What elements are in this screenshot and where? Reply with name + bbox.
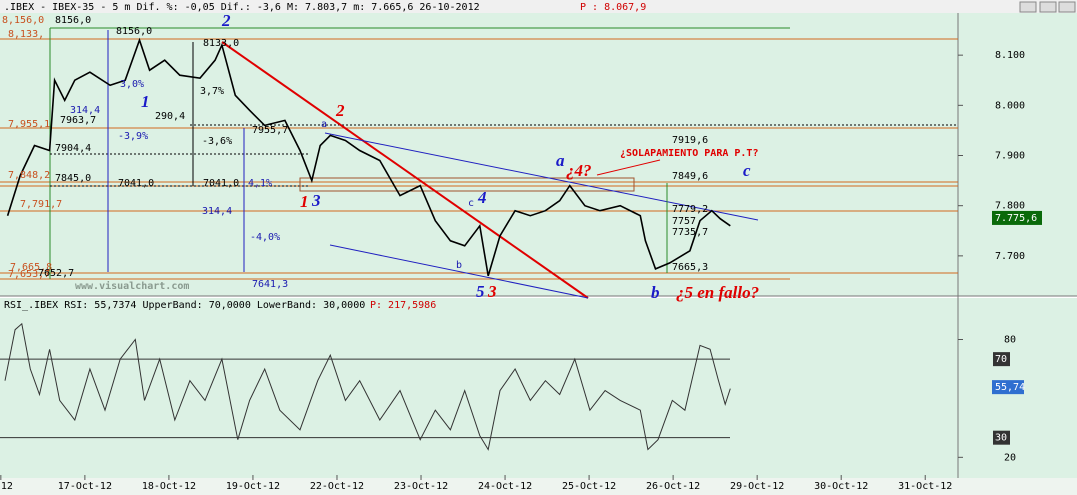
series-line (6, 37, 731, 277)
annotation: 3,7% (200, 86, 224, 97)
annotation: 1 (141, 92, 150, 111)
trend-line (221, 41, 589, 299)
channel-line (324, 132, 759, 221)
band-box (993, 352, 1010, 367)
x-tick-label: 23-Oct-12 (394, 481, 448, 492)
annotation: 7652,7 (38, 268, 74, 279)
annotation: ¿SOLAPAMIENTO PARA P.T? (620, 148, 758, 159)
annotation: ¿4? (566, 161, 592, 180)
title-bar (0, 0, 1077, 13)
x-tick-label: 25-Oct-12 (562, 481, 616, 492)
drawings (0, 27, 958, 299)
annotation: 7,653,7 (8, 269, 50, 280)
current-label: 55,74 (995, 382, 1025, 393)
annotation: 4,1% (248, 178, 272, 189)
x-tick-label: 19-Oct-12 (226, 481, 280, 492)
rsi-title: RSI_.IBEX RSI: 55,7374 UpperBand: 70,000… (4, 300, 365, 311)
annotation: 1 (300, 192, 309, 211)
annotation: www.visualchart.com (75, 280, 189, 292)
annotation: 7904,4 (55, 143, 91, 154)
x-axis-area (0, 478, 1077, 495)
annotation: 7,791,7 (20, 199, 62, 210)
annotation: 8,133, (8, 29, 44, 40)
annotation: 8,156,0 (2, 15, 44, 26)
annotation: a (556, 151, 565, 170)
x-tick-label: 18-Oct-12 (142, 481, 196, 492)
annotation: 7,848,2 (8, 170, 50, 181)
annotation: b (651, 283, 660, 302)
overlap-box (299, 177, 635, 192)
annotation: 4 (477, 188, 487, 207)
minimize-button[interactable] (1019, 1, 1037, 13)
x-tick-label: t-12 (0, 481, 13, 492)
y-tick-label: 7.900 (995, 151, 1025, 162)
last-price: P : 8.067,9 (580, 2, 646, 13)
annotation: -3,9% (118, 131, 148, 142)
y-tick-label: 8.100 (995, 50, 1025, 61)
annotation: 5 (476, 282, 485, 301)
maximize-button[interactable] (1039, 1, 1057, 13)
y-tick-label: 80 (1004, 334, 1016, 345)
window-buttons[interactable] (1019, 1, 1076, 13)
chart-title: .IBEX - IBEX-35 - 5 m Dif. %: -0,05 Dif.… (4, 2, 480, 13)
annotation: 7641,3 (252, 279, 288, 290)
annotation: 7955,7 (252, 125, 288, 136)
annotation: c (468, 198, 474, 209)
price-panel (0, 13, 1077, 296)
annotation: 7963,7 (60, 115, 96, 126)
x-tick-label: 26-Oct-12 (646, 481, 700, 492)
annotation: 2 (221, 11, 231, 30)
annotation: 8156,0 (116, 26, 152, 37)
annotation: -4,0% (250, 232, 280, 243)
annotation: 3,0% (120, 79, 144, 90)
annotation: 7845,0 (55, 173, 91, 184)
y-tick-label: 8.000 (995, 100, 1025, 111)
annotation: 3 (487, 282, 497, 301)
annotation: 7041,0 (203, 178, 239, 189)
annotation: 290,4 (155, 111, 185, 122)
current-box (992, 210, 1042, 225)
annotation: c (743, 161, 751, 180)
annotation: b (456, 260, 462, 271)
x-tick-label: 22-Oct-12 (310, 481, 364, 492)
annotation: 314,4 (70, 105, 100, 116)
current-label: 7.775,6 (995, 213, 1037, 224)
annotation: 7735,7 (672, 227, 708, 238)
band-label: 70 (995, 354, 1007, 365)
annotation: 7041,0 (118, 178, 154, 189)
pointer-line (596, 159, 661, 176)
annotation: 8156,0 (55, 15, 91, 26)
annotation: -3,6% (202, 136, 232, 147)
y-tick-label: 7.700 (995, 251, 1025, 262)
x-tick-label: 31-Oct-12 (898, 481, 952, 492)
x-tick-label: 30-Oct-12 (814, 481, 868, 492)
channel-line (329, 244, 589, 299)
band-label: 30 (995, 433, 1007, 444)
annotation: 7665,3 (672, 262, 708, 273)
annotation: a (321, 119, 327, 130)
annotation: 2 (335, 101, 345, 120)
annotation: 7919,6 (672, 135, 708, 146)
annotation: 7757 (672, 216, 696, 227)
annotation: 314,4 (202, 206, 232, 217)
annotation: 7849,6 (672, 171, 708, 182)
x-tick-label: 24-Oct-12 (478, 481, 532, 492)
annotation: ¿5 en fallo? (676, 283, 759, 302)
x-tick-label: 29-Oct-12 (730, 481, 784, 492)
rsi-p: P: 217,5986 (370, 300, 436, 311)
close-button[interactable] (1058, 1, 1076, 13)
x-tick-label: 17-Oct-12 (58, 481, 112, 492)
band-box (993, 430, 1010, 445)
series-line (4, 322, 731, 451)
y-tick-label: 7.800 (995, 201, 1025, 212)
annotation: 7,665,8 (10, 262, 52, 273)
annotation: 7779,2 (672, 204, 708, 215)
y-tick-label: 20 (1004, 452, 1016, 463)
rsi-panel (0, 298, 1077, 478)
annotation: 8133,0 (203, 38, 239, 49)
annotation: 3 (311, 191, 321, 210)
annotation: 7,955,1 (8, 119, 50, 130)
current-box (992, 380, 1024, 395)
